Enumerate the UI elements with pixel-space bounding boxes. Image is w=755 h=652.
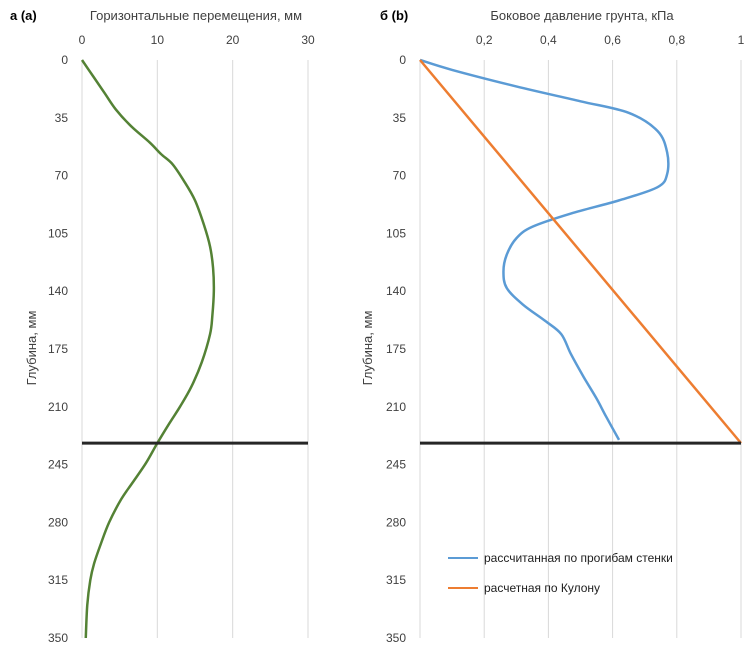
panel-b-legend: рассчитанная по прогибам стенки расчетна… (448, 551, 673, 595)
panel-a-x-tick-label: 10 (151, 33, 165, 47)
panel-b-series-line-0 (419, 58, 670, 441)
panel-b-y-axis-title: Глубина, мм (360, 311, 375, 386)
panel-b-y-tick-label: 280 (386, 515, 406, 529)
panel-b-x-tick-label: 0,4 (540, 33, 557, 47)
panel-a-series-line-0 (80, 59, 216, 639)
panel-a-y-tick-label: 175 (48, 342, 68, 356)
panel-b-gridlines (419, 60, 742, 638)
panel-b-y-tick-label: 140 (386, 284, 406, 298)
panel-b-y-tick-label: 315 (386, 573, 406, 587)
panel-a-x-ticks: 0 10 20 30 (79, 33, 315, 47)
panel-a-gridlines (81, 60, 309, 638)
panel-a-x-tick-label: 0 (79, 33, 86, 47)
panel-b-y-tick-label: 70 (393, 169, 407, 183)
panel-b-x-tick-label: 0,8 (668, 33, 685, 47)
panel-a-x-tick-label: 30 (301, 33, 315, 47)
panel-b-y-tick-label: 245 (386, 458, 406, 472)
legend-label-0: рассчитанная по прогибам стенки (484, 551, 673, 565)
panel-b-y-tick-label: 35 (393, 111, 407, 125)
panel-a-label: а (a) (10, 8, 37, 23)
panel-a-x-tick-label: 20 (226, 33, 240, 47)
panel-a-y-tick-label: 245 (48, 458, 68, 472)
panel-a-y-tick-label: 0 (61, 53, 68, 67)
panel-b-x-axis-title: Боковое давление грунта, кПа (490, 8, 674, 23)
panel-b-y-tick-label: 0 (399, 53, 406, 67)
panel-b-y-tick-label: 350 (386, 631, 406, 645)
panel-b-lateral-pressure: б (b) Боковое давление грунта, кПа Глуби… (360, 8, 745, 645)
panel-b-x-ticks: 0,2 0,4 0,6 0,8 1 (476, 33, 745, 47)
panel-b-x-tick-label: 0,6 (604, 33, 621, 47)
panel-b-series (419, 58, 742, 445)
panel-b-label: б (b) (380, 8, 408, 23)
legend-label-1: расчетная по Кулону (484, 581, 600, 595)
panel-b-x-tick-label: 1 (738, 33, 745, 47)
panel-b-y-tick-label: 210 (386, 400, 406, 414)
panel-a-y-tick-label: 350 (48, 631, 68, 645)
panel-a-y-tick-label: 35 (55, 111, 69, 125)
panel-a-y-tick-label: 210 (48, 400, 68, 414)
panel-b-y-tick-label: 105 (386, 226, 406, 240)
panel-a-y-tick-label: 140 (48, 284, 68, 298)
panel-a-y-tick-label: 70 (55, 169, 69, 183)
panel-a-y-ticks: 0 35 70 105 140 175 210 245 280 315 350 (48, 53, 68, 645)
panel-a-y-tick-label: 280 (48, 515, 68, 529)
panel-b-x-tick-label: 0,2 (476, 33, 493, 47)
panel-a-x-axis-title: Горизонтальные перемещения, мм (90, 8, 302, 23)
panel-a-y-axis-title: Глубина, мм (24, 311, 39, 386)
panel-a-y-tick-label: 315 (48, 573, 68, 587)
panel-a-horizontal-displacement: а (a) Горизонтальные перемещения, мм Глу… (10, 8, 315, 645)
panel-b-y-ticks: 0 35 70 105 140 175 210 245 280 315 350 (386, 53, 406, 645)
panel-b-series-line-1 (419, 59, 742, 444)
panel-a-series (80, 59, 308, 639)
panel-a-y-tick-label: 105 (48, 226, 68, 240)
panel-b-y-tick-label: 175 (386, 342, 406, 356)
